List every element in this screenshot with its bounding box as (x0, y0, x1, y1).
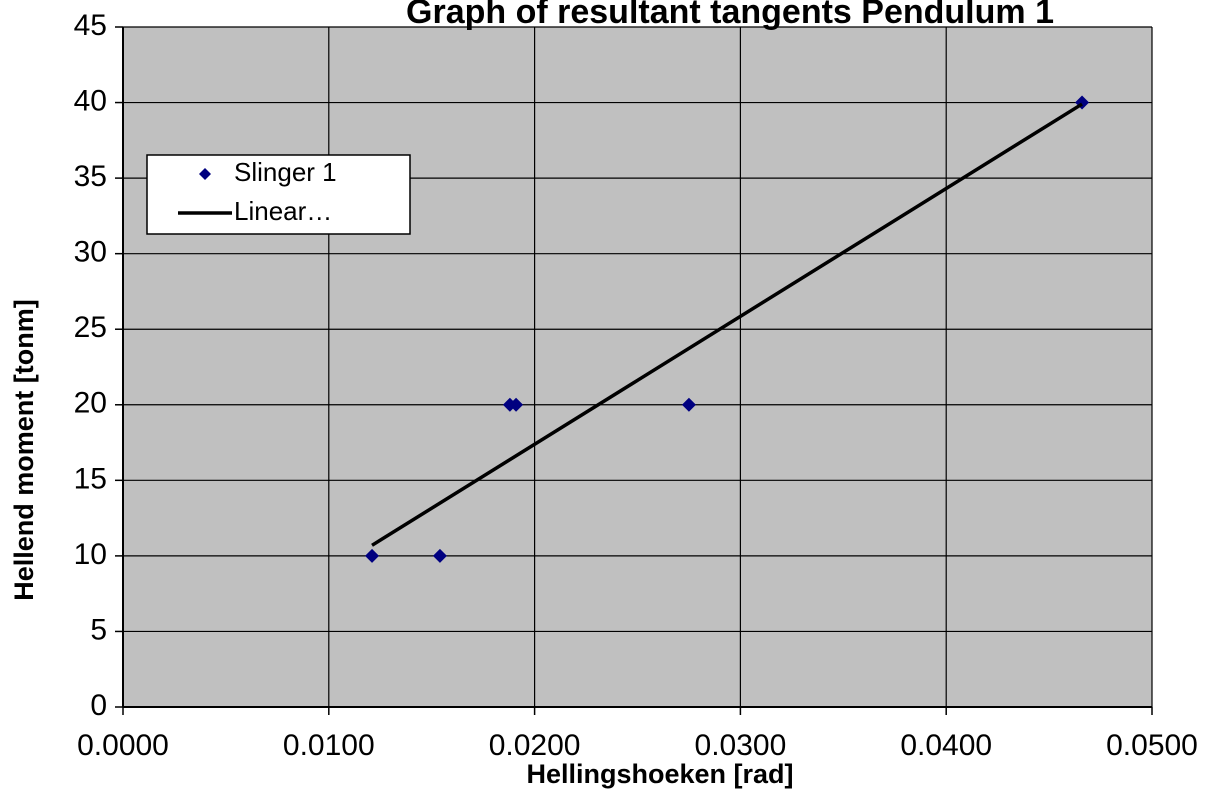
x-tick-label: 0.0300 (695, 729, 787, 762)
legend-box (146, 154, 411, 235)
y-axis-label: Hellend moment [tonm] (9, 299, 39, 601)
y-tick-label: 25 (74, 311, 107, 344)
legend-label: Linear… (234, 196, 332, 226)
y-tick-label: 20 (74, 387, 107, 420)
legend-marker (199, 168, 211, 180)
y-tick-label: 35 (74, 160, 107, 193)
x-axis-label: Hellingshoeken [rad] (526, 759, 793, 789)
y-tick-label: 5 (90, 613, 107, 646)
data-point (509, 397, 524, 412)
y-tick-label: 30 (74, 236, 107, 269)
y-tick-label: 40 (74, 84, 107, 117)
data-point (432, 548, 447, 563)
legend: Slinger 1 Linear… (146, 154, 411, 235)
chart-title: Graph of resultant tangents Pendulum 1 (406, 0, 1054, 31)
data-point (681, 397, 696, 412)
legend-label: Slinger 1 (234, 157, 337, 187)
y-tick-label: 0 (90, 689, 107, 722)
x-tick-label: 0.0200 (489, 729, 581, 762)
x-tick-label: 0.0100 (283, 729, 375, 762)
data-point (365, 548, 380, 563)
y-tick-label: 10 (74, 538, 107, 571)
y-tick-label: 45 (74, 9, 107, 42)
plot-area (123, 27, 1152, 707)
x-tick-label: 0.0400 (900, 729, 992, 762)
trendline (371, 102, 1083, 547)
y-tick-label: 15 (74, 462, 107, 495)
x-tick-label: 0.0500 (1106, 729, 1198, 762)
x-tick-label: 0.0000 (77, 729, 169, 762)
